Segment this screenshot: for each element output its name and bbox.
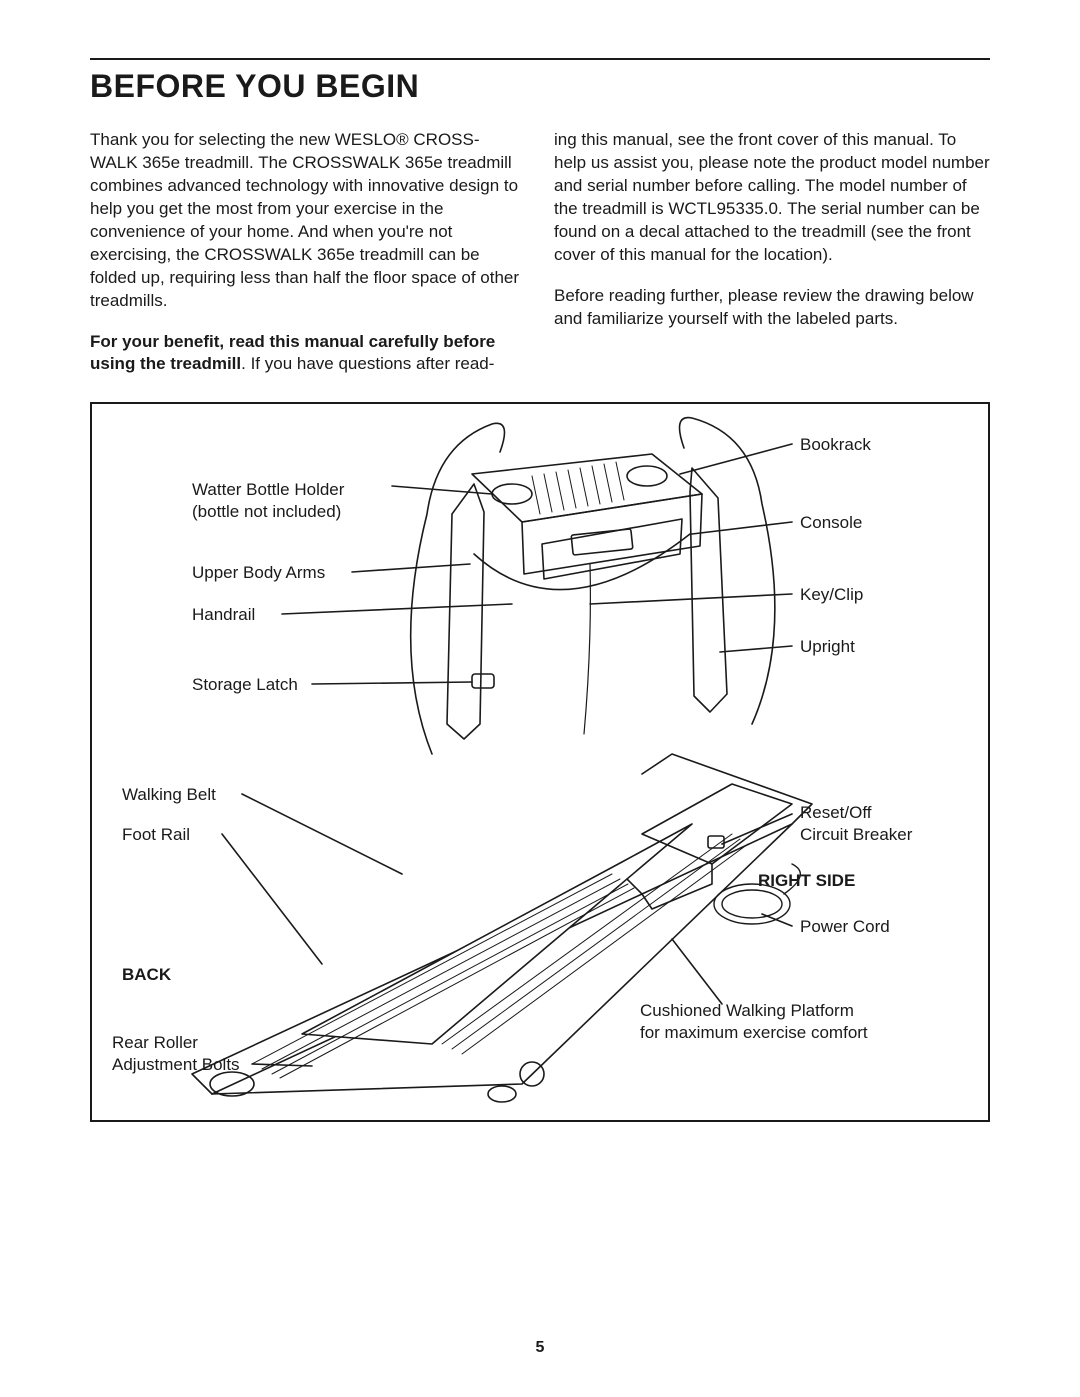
col1-p1: Thank you for selecting the new WESLO® C…	[90, 129, 526, 313]
col1-p2: For your benefit, read this manual caref…	[90, 331, 526, 377]
col2-p2: Before reading further, please review th…	[554, 285, 990, 331]
treadmill-figure: Watter Bottle Holder (bottle not include…	[90, 402, 990, 1122]
label-walking-belt: Walking Belt	[122, 784, 216, 805]
label-console: Console	[800, 512, 862, 533]
page-number: 5	[0, 1339, 1080, 1357]
column-left: Thank you for selecting the new WESLO® C…	[90, 129, 526, 376]
column-right: ing this manual, see the front cover of …	[554, 129, 990, 376]
label-upper-body-arms: Upper Body Arms	[192, 562, 325, 583]
label-right-side: RIGHT SIDE	[758, 870, 855, 891]
col2-p1: ing this manual, see the front cover of …	[554, 129, 990, 267]
label-bookrack: Bookrack	[800, 434, 871, 455]
label-cushioned: Cushioned Walking Platform for maximum e…	[640, 1000, 868, 1043]
page-heading: BEFORE YOU BEGIN	[90, 68, 990, 105]
label-back: BACK	[122, 964, 171, 985]
label-keyclip: Key/Clip	[800, 584, 863, 605]
top-rule	[90, 58, 990, 60]
col1-p2-rest: . If you have questions after read-	[241, 354, 494, 373]
label-bottle-holder: Watter Bottle Holder (bottle not include…	[192, 479, 344, 522]
label-upright: Upright	[800, 636, 855, 657]
label-storage-latch: Storage Latch	[192, 674, 298, 695]
label-foot-rail: Foot Rail	[122, 824, 190, 845]
body-columns: Thank you for selecting the new WESLO® C…	[90, 129, 990, 376]
label-handrail: Handrail	[192, 604, 255, 625]
label-rear-roller: Rear Roller Adjustment Bolts	[112, 1032, 240, 1075]
label-power-cord: Power Cord	[800, 916, 890, 937]
label-resetoff: Reset/Off Circuit Breaker	[800, 802, 912, 845]
